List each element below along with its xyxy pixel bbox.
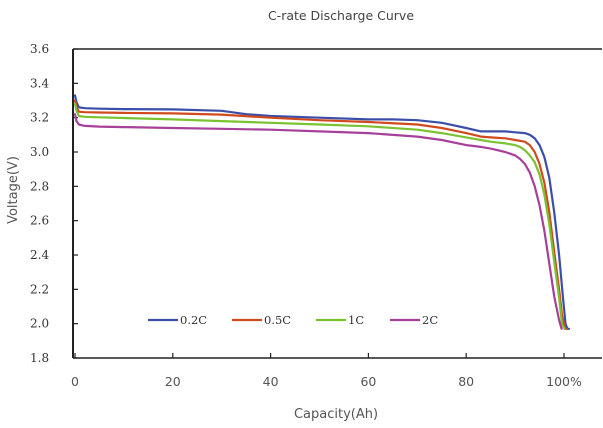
series-line-3	[73, 102, 566, 330]
y-tick-label: 3.4	[30, 76, 49, 90]
y-tick-label: 2.4	[30, 248, 49, 262]
y-tick-label: 3.0	[30, 145, 49, 159]
plot-area	[72, 48, 602, 359]
y-tick-label: 1.8	[30, 351, 49, 365]
x-tick-label: 100%	[546, 374, 582, 389]
x-tick-label: 80	[458, 374, 474, 389]
y-axis-title: Voltage(V)	[6, 156, 21, 224]
x-tick-label: 40	[263, 374, 279, 389]
x-axis-title: Capacity(Ah)	[294, 407, 378, 422]
series-line-2	[73, 99, 568, 330]
y-tick-label: 2.0	[30, 317, 49, 331]
legend-label: 0.2C	[180, 313, 207, 327]
y-axis-ticks: 1.8 2.0 2.2 2.4 2.6 2.8 3.0 3.2 3.4 3.6	[30, 42, 78, 365]
legend: 0.2C 0.5C 1C 2C	[148, 313, 438, 327]
x-tick-label: 60	[360, 374, 376, 389]
y-tick-label: 2.2	[30, 282, 49, 296]
y-tick-label: 2.8	[30, 179, 49, 193]
x-tick-label: 0	[71, 374, 79, 389]
legend-label: 1C	[348, 313, 364, 327]
y-tick-label: 2.6	[30, 214, 49, 228]
y-tick-label: 3.6	[30, 42, 49, 56]
series-line-4	[73, 113, 563, 330]
legend-label: 0.5C	[264, 313, 291, 327]
series-lines	[73, 94, 570, 330]
x-tick-label: 20	[165, 374, 181, 389]
y-tick-label: 3.2	[30, 111, 49, 125]
series-line-1	[73, 94, 570, 330]
x-axis-ticks: 0 20 40 60 80 100%	[71, 353, 582, 389]
chart-title: C-rate Discharge Curve	[268, 8, 414, 23]
legend-label: 2C	[422, 313, 438, 327]
